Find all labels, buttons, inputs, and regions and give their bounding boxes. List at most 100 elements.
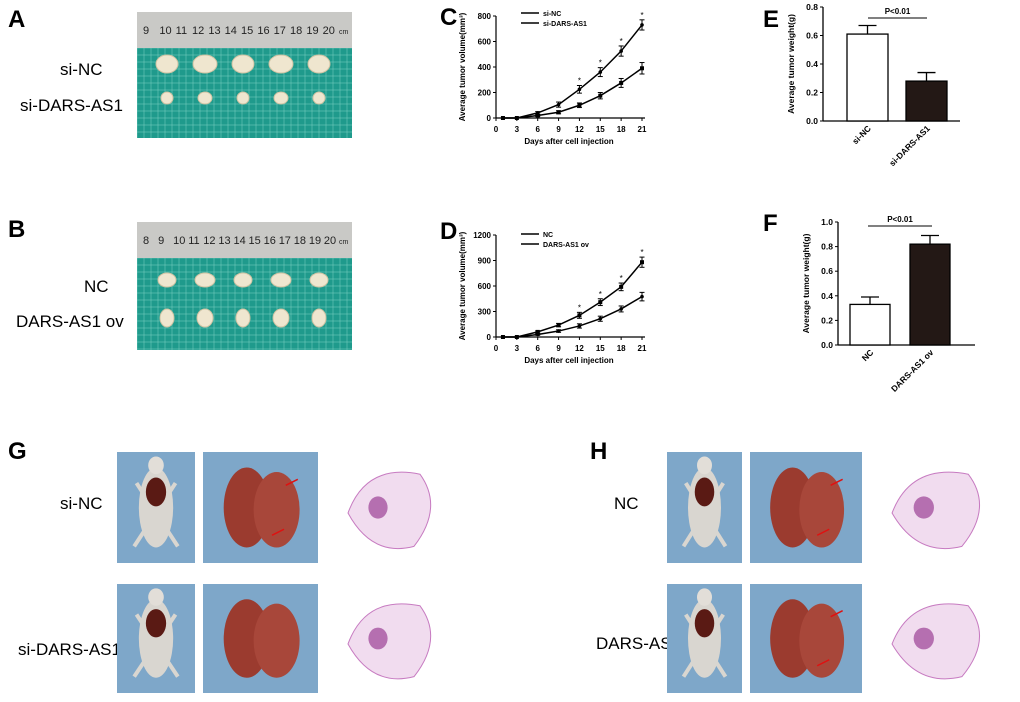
x-tick-label: 21: [638, 344, 647, 353]
data-point: [619, 284, 624, 289]
ruler-number: 19: [306, 25, 318, 37]
ruler-number: cm: [339, 239, 349, 246]
tumor: [196, 308, 214, 328]
data-point: [577, 313, 582, 318]
red-arrow-icon: [816, 659, 830, 667]
tumor: [309, 272, 329, 288]
y-tick-label: 0.6: [821, 266, 833, 276]
tumor: [312, 91, 326, 105]
ruler-number: 9: [143, 25, 149, 37]
tumor-photo-svg: 9 10 11 12 13 14 15 16 17 18 19 20 cm: [136, 12, 352, 138]
histology-g-sidars: [330, 584, 450, 693]
row-label-a-1: si-NC: [60, 60, 103, 79]
tumor: [235, 308, 251, 328]
x-axis-label: Days after cell injection: [524, 356, 613, 365]
significance-star: *: [640, 11, 643, 20]
bar-chart-e: 0.0 0.2 0.4 0.6 0.8 Average tumor weight(g) si…: [786, 2, 960, 168]
tumor: [273, 91, 289, 105]
data-point: [535, 329, 540, 334]
y-tick-label: 400: [478, 63, 492, 72]
tumor: [155, 54, 179, 74]
ruler-number: 17: [274, 25, 286, 37]
x-tick-label: 0: [494, 125, 499, 134]
data-point: [598, 316, 603, 321]
tumor: [192, 54, 218, 74]
red-arrow-icon: [285, 478, 299, 486]
mouse-head: [697, 588, 712, 606]
x-tick-label: NC: [860, 347, 876, 363]
x-tick-label: 9: [556, 344, 561, 353]
x-tick-label: si-DARS-AS1: [887, 123, 932, 168]
panel-label-c: C: [440, 4, 458, 31]
x-tick-label: 21: [638, 125, 647, 134]
y-tick-label: 0.8: [821, 242, 833, 252]
row-label-g-2: si-DARS-AS1: [18, 640, 121, 659]
x-tick-label: 3: [515, 125, 520, 134]
ruler-number: 8: [143, 235, 149, 247]
data-point: [619, 80, 624, 85]
tumor: [160, 91, 174, 105]
ruler-number: 11: [176, 25, 187, 37]
y-tick-label: 0: [487, 114, 492, 123]
x-tick-label: 6: [535, 125, 540, 134]
y-tick-label: 0.4: [806, 59, 818, 69]
tumor: [270, 272, 292, 288]
lung-photo-g-sinc: [203, 452, 318, 563]
ruler-number: cm: [339, 29, 349, 36]
y-tick-label: 300: [478, 308, 492, 317]
lung-lobe-right: [253, 603, 300, 678]
bar: [905, 80, 948, 122]
row-label-a-2: si-DARS-AS1: [20, 96, 123, 115]
tumor: [197, 91, 213, 105]
mouse-head: [697, 456, 712, 475]
significance-star: *: [620, 274, 623, 283]
tumor-nodule: [913, 627, 934, 650]
y-tick-label: 600: [478, 282, 492, 291]
data-point: [535, 113, 540, 118]
red-arrow-icon: [830, 610, 843, 618]
ruler-number: 18: [294, 235, 306, 247]
histology-h-nc: [873, 452, 1000, 563]
y-axis-label: Average tumor volume(mm³): [458, 12, 467, 121]
x-tick-label: 12: [575, 344, 584, 353]
tissue-section: [347, 603, 432, 680]
significance-star: *: [620, 37, 623, 46]
panel-label-a: A: [8, 6, 26, 33]
legend-label: NC: [543, 232, 553, 239]
x-tick-label: 12: [575, 125, 584, 134]
mouse-photo-h-ov: [667, 584, 742, 693]
x-tick-label: 15: [596, 125, 605, 134]
tumor-photo-b: 8 9 10 11 12 13 14 15 16 17 18 19 20 cm: [136, 222, 352, 350]
data-point: [598, 93, 603, 98]
ruler-number: 14: [225, 25, 237, 37]
histology-h-ov: [873, 584, 1000, 693]
x-tick-label: 18: [617, 344, 626, 353]
legend-label: DARS-AS1 ov: [543, 242, 589, 249]
series-line: [502, 67, 643, 119]
bar: [909, 243, 951, 346]
histology-g-sinc: [330, 452, 450, 563]
mouse-chest-opening: [145, 609, 167, 638]
ruler-number: 15: [249, 235, 261, 247]
ruler: [137, 222, 352, 258]
y-tick-label: 900: [478, 257, 492, 266]
panel-label-g: G: [8, 438, 27, 465]
mouse-head: [148, 588, 164, 606]
data-point: [640, 260, 644, 265]
significance-star: *: [578, 76, 581, 85]
mouse-photo-g-sidars: [117, 584, 195, 693]
series-line: [502, 295, 643, 338]
y-tick-label: 0: [487, 333, 492, 342]
tumor: [268, 54, 294, 74]
red-arrow-icon: [271, 528, 285, 536]
data-point: [556, 323, 561, 328]
data-point: [640, 66, 644, 71]
ruler-number: 16: [264, 235, 276, 247]
data-point: [556, 329, 561, 333]
legend-label: si-NC: [543, 11, 561, 18]
legend-label: si-DARS-AS1: [543, 21, 587, 28]
y-tick-label: 0.8: [806, 2, 818, 12]
x-tick-label: 15: [596, 344, 605, 353]
bar-chart-f: 0.0 0.2 0.4 0.6 0.8 1.0 Average tumor weight(g…: [801, 215, 975, 394]
tumor: [231, 54, 255, 74]
